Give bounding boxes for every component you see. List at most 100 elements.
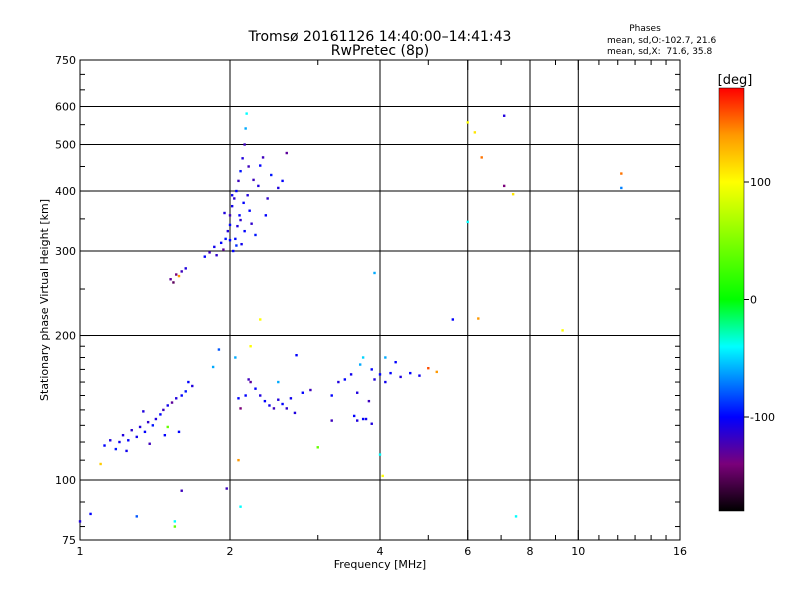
data-point: [138, 425, 142, 429]
data-point: [219, 241, 223, 245]
data-point: [248, 209, 251, 212]
data-point: [235, 189, 238, 193]
data-point: [243, 143, 246, 146]
data-point: [148, 442, 151, 445]
data-point: [466, 121, 469, 124]
data-point: [99, 462, 102, 466]
y-tick-label: 750: [55, 54, 76, 67]
data-point: [561, 329, 564, 332]
data-point: [162, 408, 165, 412]
data-point: [378, 373, 382, 376]
data-point: [480, 156, 483, 159]
data-point: [224, 237, 227, 241]
data-point: [211, 365, 215, 369]
data-point: [295, 353, 298, 357]
data-point: [451, 318, 455, 321]
data-point: [330, 419, 333, 422]
data-point: [230, 194, 234, 197]
data-point: [177, 274, 181, 278]
data-point: [259, 164, 262, 167]
data-point: [166, 425, 169, 429]
x-tick-label: 10: [571, 545, 585, 558]
data-point: [173, 525, 177, 528]
data-point: [222, 248, 225, 251]
data-point: [177, 430, 181, 434]
y-tick-label: 600: [55, 101, 76, 114]
data-point: [435, 370, 438, 374]
data-point: [381, 474, 384, 478]
data-point: [370, 368, 373, 371]
data-point: [427, 366, 430, 370]
data-point: [389, 371, 392, 375]
data-point: [293, 411, 297, 415]
colorbar-unit-label: [deg]: [718, 73, 753, 88]
data-point: [184, 390, 187, 393]
data-point: [378, 453, 382, 456]
x-tick-label: 2: [227, 545, 234, 558]
colorbar: [718, 87, 745, 512]
data-point: [239, 169, 242, 173]
x-axis-label: Frequency [MHz]: [334, 558, 426, 571]
data-point: [114, 447, 118, 451]
data-point: [263, 399, 267, 403]
data-point: [277, 186, 280, 190]
colorbar-tick-label: 0: [750, 294, 757, 307]
data-point: [281, 179, 284, 183]
data-point: [125, 449, 128, 453]
data-point: [173, 520, 177, 523]
data-point: [361, 356, 365, 359]
x-tick-label: 4: [377, 545, 384, 558]
data-point: [118, 440, 121, 444]
data-point: [135, 435, 138, 439]
y-tick-label: 300: [55, 245, 76, 258]
data-point: [409, 371, 412, 375]
data-point: [230, 204, 234, 208]
data-point: [268, 404, 271, 407]
data-point: [237, 458, 240, 462]
data-point: [352, 414, 356, 418]
data-point: [373, 378, 376, 381]
data-point: [249, 380, 252, 384]
data-point: [330, 394, 333, 397]
data-point: [259, 394, 262, 397]
data-point: [187, 380, 190, 384]
data-point: [266, 197, 269, 200]
data-point: [244, 394, 247, 397]
data-point: [109, 439, 112, 442]
data-point: [238, 214, 241, 217]
data-point: [213, 245, 216, 249]
x-tick-label: 16: [673, 545, 687, 558]
data-point: [159, 413, 162, 416]
data-point: [384, 380, 387, 384]
data-point: [184, 267, 187, 270]
chart-subtitle: RwPretec (8p): [331, 43, 429, 59]
data-point: [121, 433, 125, 437]
data-point: [170, 401, 174, 404]
data-point: [511, 192, 515, 196]
data-point: [154, 417, 158, 421]
data-point: [249, 345, 252, 348]
y-axis-ticks: 75 100 200 300 400 500 600 750: [55, 54, 680, 547]
data-point: [355, 419, 359, 422]
data-point: [301, 391, 305, 394]
phases-stat-o: mean, sd,O:-102.7, 21.6: [607, 36, 717, 46]
data-point: [89, 512, 92, 516]
data-point: [361, 417, 365, 421]
data-point: [247, 165, 250, 168]
data-point: [394, 360, 397, 364]
data-point: [237, 179, 240, 183]
data-point: [373, 271, 376, 275]
chart-title: Tromsø 20161126 14:40:00–14:41:43: [248, 29, 512, 45]
data-point: [245, 112, 248, 115]
data-point: [223, 211, 226, 215]
grid-layer: [80, 60, 680, 540]
phases-stat-x: mean, sd,X: 71.6, 35.8: [607, 47, 713, 57]
data-point: [237, 397, 240, 400]
data-point: [277, 380, 280, 384]
colorbar-tick-label: -100: [750, 411, 775, 424]
data-point: [384, 356, 387, 359]
data-point: [235, 244, 238, 247]
data-point: [285, 151, 288, 155]
data-point: [243, 229, 246, 233]
